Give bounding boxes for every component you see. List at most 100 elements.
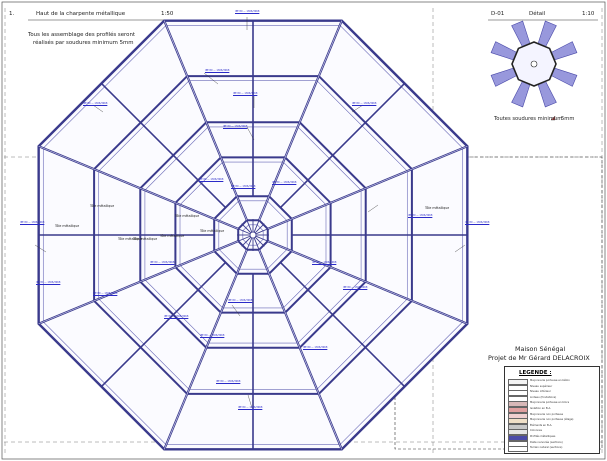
detail-center-node	[530, 60, 538, 68]
legend-label: Maçonnerie non porteuse	[530, 412, 564, 416]
beam-annotation-label: IPE 80 — 1306/3068	[352, 102, 377, 105]
legend-title: LEGENDE :	[519, 370, 552, 376]
legend-swatch	[508, 446, 528, 453]
beam-annotation-label: IPE 80 — 1306/3068	[216, 380, 241, 383]
annotation-leader	[203, 72, 219, 85]
beam-annotation-label: IPE 80 — 1306/3068	[164, 315, 189, 318]
sheet-title: Haut de la charpente métallique	[36, 11, 126, 17]
legend-label: Maçonnerie porteuse en béton	[530, 379, 570, 382]
beam-annotation-tag: IPE 80 — 1306/3068	[20, 221, 45, 224]
tole-label: Tôle métallique	[118, 237, 143, 241]
legend-swatch	[508, 379, 528, 385]
legend-item: Maçonnerie non porteuse (étage)	[508, 418, 596, 425]
beam-annotation-label: IPE 80 — 1306/3068	[408, 214, 433, 217]
steel-rafter-centerline	[163, 20, 248, 221]
tole-label: Tôle métallique	[160, 234, 185, 238]
beam-annotation-tag: IPE 80 — 1306/3068	[150, 261, 175, 264]
legend-item: Terrain naturel (sections)	[508, 446, 596, 453]
beam-annotation-tag: IPE 80 — 1306/3068	[205, 69, 230, 72]
steel-secondary-rafter	[100, 82, 227, 209]
sheet-scale: 1:50	[161, 11, 174, 17]
tole-label: Tôle métallique	[133, 237, 158, 241]
assembly-note-line2: réalisés par soudures minimum 5mm	[33, 40, 134, 46]
beam-annotation-label: IPE 80 — 1306/3068	[231, 185, 256, 188]
tole-label: Tôle métallique	[200, 229, 225, 233]
legend-item: Colonnes	[508, 429, 596, 436]
beam-annotation-tag: IPE 80 — 1306/3068	[303, 346, 327, 349]
beam-annotation-label: IPE 80 — 1306/3068	[312, 261, 337, 264]
weld-size: 5mm	[561, 116, 575, 122]
legend-swatch	[508, 412, 528, 419]
legend-item: Profilés métalliques	[508, 435, 596, 441]
steel-rafter-centerline	[38, 240, 239, 325]
tole-label: Tôle métallique	[425, 206, 450, 210]
annotation-leader	[34, 244, 47, 253]
steel-rafter-centerline	[258, 249, 343, 450]
beam-annotation-label: IPE 80 — 1306/3068	[83, 102, 108, 105]
legend-swatch	[508, 384, 528, 391]
detail-scale: 1:10	[582, 11, 595, 17]
beam-annotation-tag: IPE 80 — 1306/3068	[272, 181, 297, 184]
detail-title: Détail	[529, 11, 546, 17]
beam-annotation-tag: IPE 80 — 1306/3068	[352, 102, 377, 105]
beam-annotation-label: IPE 80 — 1306/3068	[205, 69, 230, 72]
legend-label: Linteau (fondations)	[530, 395, 557, 399]
beam-annotation-label: IPE 80 — 1306/3068	[36, 281, 61, 284]
beam-annotation-tag: IPE 80 — 1306/3068	[233, 92, 258, 95]
beam-annotation-tag: IPE 80 — 1306/3068	[223, 125, 247, 128]
detail-ref: D-01	[491, 11, 505, 17]
legend-swatch	[508, 429, 528, 436]
sheet-number: 1.	[9, 11, 15, 17]
beam-annotation-tag: IPE 80 — 1306/3068	[231, 185, 256, 188]
steel-rafter-centerline	[38, 145, 239, 230]
tole-label: Tôle métallique	[90, 204, 115, 208]
weld-note: Toutes soudures minimum	[494, 116, 563, 122]
tole-label: Tôle métallique	[55, 224, 80, 228]
assembly-note-line1: Tous les assemblage des profilés seront	[28, 32, 135, 38]
beam-annotation-tag: IPE 80 — 1306/3068	[465, 221, 490, 224]
legend-swatch	[508, 440, 528, 447]
beam-annotation-label: IPE 80 — 1306/3068	[150, 261, 175, 264]
legend-label: Maçonnerie non porteuse (étage)	[530, 418, 574, 422]
hub-node	[249, 231, 257, 239]
beam-annotation-tag: IPE 80 — 1306/3068	[235, 10, 259, 13]
steel-rafter-centerline	[163, 249, 248, 450]
legend-swatch	[508, 390, 528, 397]
beam-annotation-label: IPE 80 — 1306/3068	[93, 292, 118, 295]
beam-annotation-label: IPE 80 — 1306/3068	[272, 181, 297, 184]
weld-symbol-icon	[550, 115, 556, 121]
beam-annotation-label: IPE 80 — 1306/3068	[228, 299, 253, 302]
legend-item: Isolation en B.A.	[508, 407, 596, 413]
legend-item: Maçonnerie porteuse en béton	[508, 379, 596, 385]
beam-annotation-label: IPE 80 — 1306/3068	[200, 334, 225, 337]
annotation-leader	[367, 204, 379, 213]
beam-annotation-label: IPE 80 — 1306/3068	[199, 178, 224, 181]
legend-swatch	[508, 407, 528, 413]
annotation-leader	[247, 394, 253, 409]
legend-label: Niveau supérieur	[530, 384, 553, 388]
legend-item: Niveau inférieur	[508, 390, 596, 397]
steel-secondary-rafter	[279, 82, 406, 209]
beam-annotation-label: IPE 80 — 1306/3068	[233, 92, 258, 95]
legend-swatch	[508, 401, 528, 408]
beam-annotation-tag: IPE 80 — 1306/3068	[238, 406, 262, 409]
beam-annotation-label: IPE 80 — 1306/3068	[20, 221, 45, 224]
beam-annotation-tag: IPE 80 — 1306/3068	[83, 102, 108, 105]
legend-label: Dalle nervurée (sections)	[530, 440, 563, 444]
steel-rafter-centerline	[258, 20, 343, 221]
legend-label: Colonnes	[530, 429, 542, 433]
beam-annotation-tag: IPE 80 — 1306/3068	[199, 178, 224, 181]
weld-detail-drawing	[490, 20, 578, 108]
legend-label: Éléments en B.A.	[530, 423, 553, 427]
beam-annotation-label: IPE 80 — 1306/3068	[465, 221, 490, 224]
legend-box: LEGENDE : Maçonnerie porteuse en béton Ni…	[504, 366, 600, 454]
legend-swatch	[508, 418, 528, 425]
legend-item: Maçonnerie porteuse en blocs	[508, 401, 596, 408]
annotation-leader	[92, 104, 104, 113]
legend-swatch	[508, 423, 528, 430]
legend-label: Isolation en B.A.	[530, 407, 552, 410]
beam-annotation-tag: IPE 80 — 1306/3068	[216, 380, 241, 383]
legend-label: Niveau inférieur	[530, 390, 551, 394]
